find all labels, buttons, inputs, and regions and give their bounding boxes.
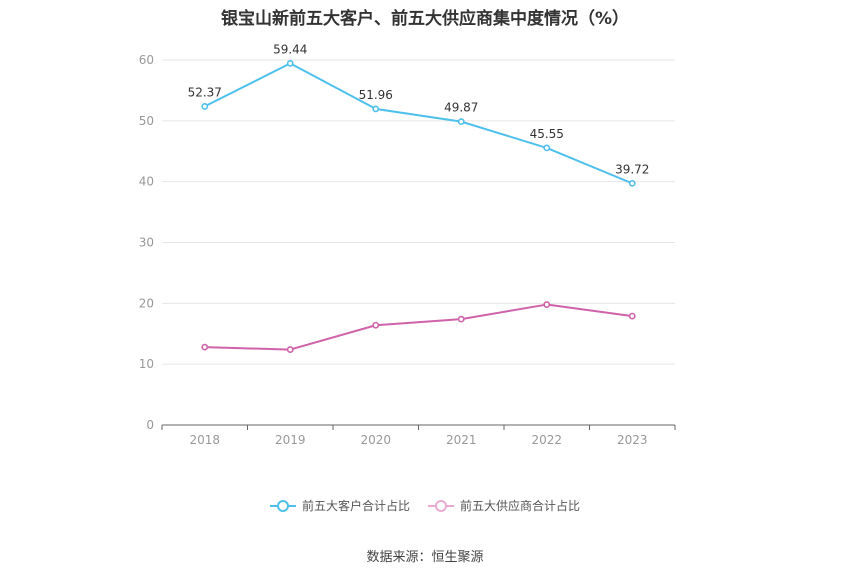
data-label: 59.44: [273, 42, 307, 56]
data-point-1: [628, 179, 636, 187]
legend-item-suppliers[interactable]: 前五大供应商合计占比: [428, 497, 580, 514]
legend: 前五大客户合计占比 前五大供应商合计占比: [0, 497, 850, 514]
data-point-1: [286, 60, 294, 67]
y-tick-label: 40: [139, 175, 154, 189]
x-tick-label: 2020: [360, 433, 391, 447]
legend-label-customers: 前五大客户合计占比: [301, 499, 410, 513]
y-tick-label: 10: [139, 357, 154, 371]
data-point-2: [628, 312, 636, 320]
x-tick-label: 2019: [275, 433, 306, 447]
series-layer: [201, 60, 636, 353]
data-point-1: [457, 118, 465, 126]
data-point-2: [457, 315, 465, 323]
legend-marker-customers: [269, 499, 296, 512]
grid-lines: [162, 59, 675, 365]
y-tick-labels: 0 10 20 30 40 50 60: [139, 53, 154, 432]
chart-title: 银宝山新前五大客户、前五大供应商集中度情况（%）: [220, 9, 630, 29]
data-point-1: [201, 103, 209, 110]
legend-marker-suppliers: [428, 499, 454, 512]
y-tick-label: 20: [139, 296, 154, 310]
y-tick-label: 50: [139, 114, 154, 128]
x-tick-label: 2021: [446, 433, 477, 447]
data-source: 数据来源：恒生聚源: [366, 550, 484, 565]
data-label: 45.55: [530, 127, 564, 141]
legend-item-customers[interactable]: 前五大客户合计占比: [269, 497, 410, 514]
data-labels: 52.37 59.44 51.96 49.87 45.55 39.72: [188, 42, 650, 176]
x-tick-label: 2023: [617, 433, 648, 447]
y-tick-label: 0: [146, 418, 154, 432]
data-label: 51.96: [359, 88, 393, 102]
data-point-1: [372, 105, 380, 113]
y-tick-label: 30: [139, 236, 154, 250]
data-point-2: [286, 346, 294, 353]
x-tick-label: 2022: [531, 433, 562, 447]
x-axis: 2018 2019 2020 2021 2022 2023: [161, 424, 676, 447]
data-label: 49.87: [444, 101, 478, 115]
data-label: 52.37: [188, 85, 222, 99]
x-tick-label: 2018: [189, 433, 220, 447]
data-label: 39.72: [615, 162, 649, 176]
legend-label-suppliers: 前五大供应商合计占比: [460, 499, 581, 513]
series-line-1: [204, 62, 633, 185]
data-point-2: [201, 343, 209, 351]
data-point-1: [543, 144, 551, 152]
y-tick-label: 60: [139, 53, 154, 67]
series-line-2: [204, 303, 633, 351]
data-point-2: [372, 321, 380, 329]
data-point-2: [543, 301, 551, 308]
